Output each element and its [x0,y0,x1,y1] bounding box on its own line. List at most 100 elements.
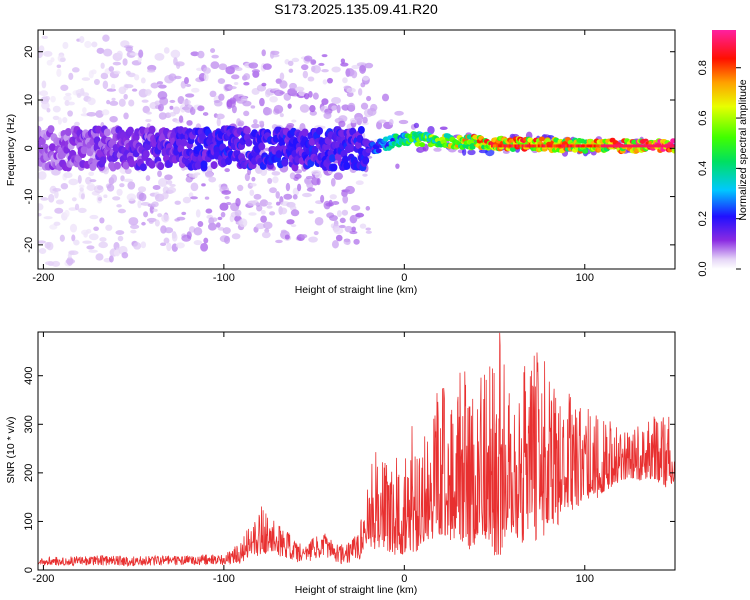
spectrogram-cell [71,197,77,202]
spectrogram-cell [65,92,72,97]
spectrogram-cell [130,229,137,234]
spectrogram-ylabel: Frequency (Hz) [5,114,17,186]
spectrogram-cell [359,223,367,229]
spectrogram-cell [161,191,169,200]
spectrogram-frame [37,29,676,270]
spectrogram-cell [194,161,202,170]
spectrogram-cell [110,174,118,183]
snr-line-plot [38,332,675,567]
spectrogram-cell [552,144,555,148]
spectrogram-cell [204,196,210,200]
spectrogram-cell [312,92,319,100]
spectrogram-cell [176,216,186,221]
spectrogram-cell [300,234,308,239]
spectrogram-cell [355,212,365,218]
spectrogram-cell [260,210,266,215]
spectrogram-cell [169,105,174,110]
spectrogram-cell [336,210,342,217]
spectrogram-cell [174,200,181,205]
spectrogram-cell [243,126,251,135]
spectrogram-cell [131,88,138,92]
spectrogram-cell [563,144,566,148]
spectrogram-cell [523,144,526,148]
spectrogram-cell [287,103,292,109]
spectrogram-cell [215,113,225,120]
spectrogram-cell [38,171,47,180]
spectrogram-cell [413,122,420,129]
spectrogram-cell [210,61,220,69]
spectrogram-cell [281,158,289,167]
spectrogram-cell [38,116,44,122]
colorbar-tick-label: 0.0 [697,261,709,276]
spectrogram-cell [331,200,340,205]
spectrogram-cell [164,227,174,234]
spectrogram-cell [561,144,564,148]
spectrogram-cell [93,226,99,231]
spectrogram-cell [54,190,59,199]
spectrogram-cell [331,105,338,111]
spectrogram-cell [184,76,189,85]
spectrogram-cell [365,230,372,234]
spectrogram-cell [77,207,87,213]
spectrogram-cell [276,201,281,206]
spectrogram-cell [377,119,387,124]
spectrogram-cell [467,149,476,156]
spectrogram-cell [595,144,598,148]
spectrogram-cell [597,144,600,148]
spectrogram-cell [59,234,65,242]
spectrogram-cell [323,142,331,151]
spectrogram-cell [113,70,121,75]
spectrogram-cell [260,215,267,223]
spectrogram-cell [302,192,312,198]
spectrogram-cell [649,144,652,148]
spectrogram-cell [364,62,374,69]
spectrogram-cell [154,100,161,106]
spectrogram-cell [398,119,409,125]
spectrogram-cell [125,46,133,53]
spectrogram-cell [167,186,177,194]
spectrogram-cell [173,106,181,115]
spectrogram-cell [158,112,167,120]
spectrogram-cell [311,65,321,74]
spectrogram-cell [124,84,134,89]
spectrogram-cell [157,84,167,89]
spectrogram-cell [629,144,633,148]
spectrogram-cell [142,150,150,159]
spectrogram-cell [498,144,501,148]
spectrogram-cell [138,49,144,59]
spectrogram-cell [220,211,226,218]
spectrogram-cell [351,205,361,212]
spectrogram-cell [161,213,170,223]
spectrogram-cell [148,220,154,224]
spectrogram-cell [671,144,674,148]
spectrogram-cell [237,184,244,192]
spectrogram-cell [244,173,251,182]
spectrogram-cell [211,217,218,222]
spectrogram-cell [43,216,53,220]
spectrogram-cell [507,144,510,148]
spectrogram-cell [103,194,108,199]
spectrogram-cell [99,217,105,224]
spectrogram-cell [298,91,307,97]
spectrogram-cell [219,202,229,211]
spectrogram-cell [534,144,537,148]
spectrogram-cell [306,187,316,192]
spectrogram-cell [419,142,426,148]
spectrogram-cell [124,168,132,175]
spectrogram-cell [111,97,116,101]
spectrogram-cell [96,185,104,191]
spectrogram-cell [351,226,356,233]
spectrogram-cell [671,146,675,152]
spectrogram-cell [307,76,315,82]
spectrogram-cell [168,73,177,81]
spectrogram-cell [101,109,110,116]
spectrogram-cell [266,205,273,209]
spectrogram-cell [56,64,62,69]
spectrogram-cell [68,72,74,81]
spectrogram-cell [88,249,98,253]
spectrogram-cell [331,96,342,104]
spectrogram-cell [63,172,73,179]
spectrogram-cell [311,145,319,154]
spectrogram-cell [189,106,196,116]
spectrogram-cell [85,176,92,185]
